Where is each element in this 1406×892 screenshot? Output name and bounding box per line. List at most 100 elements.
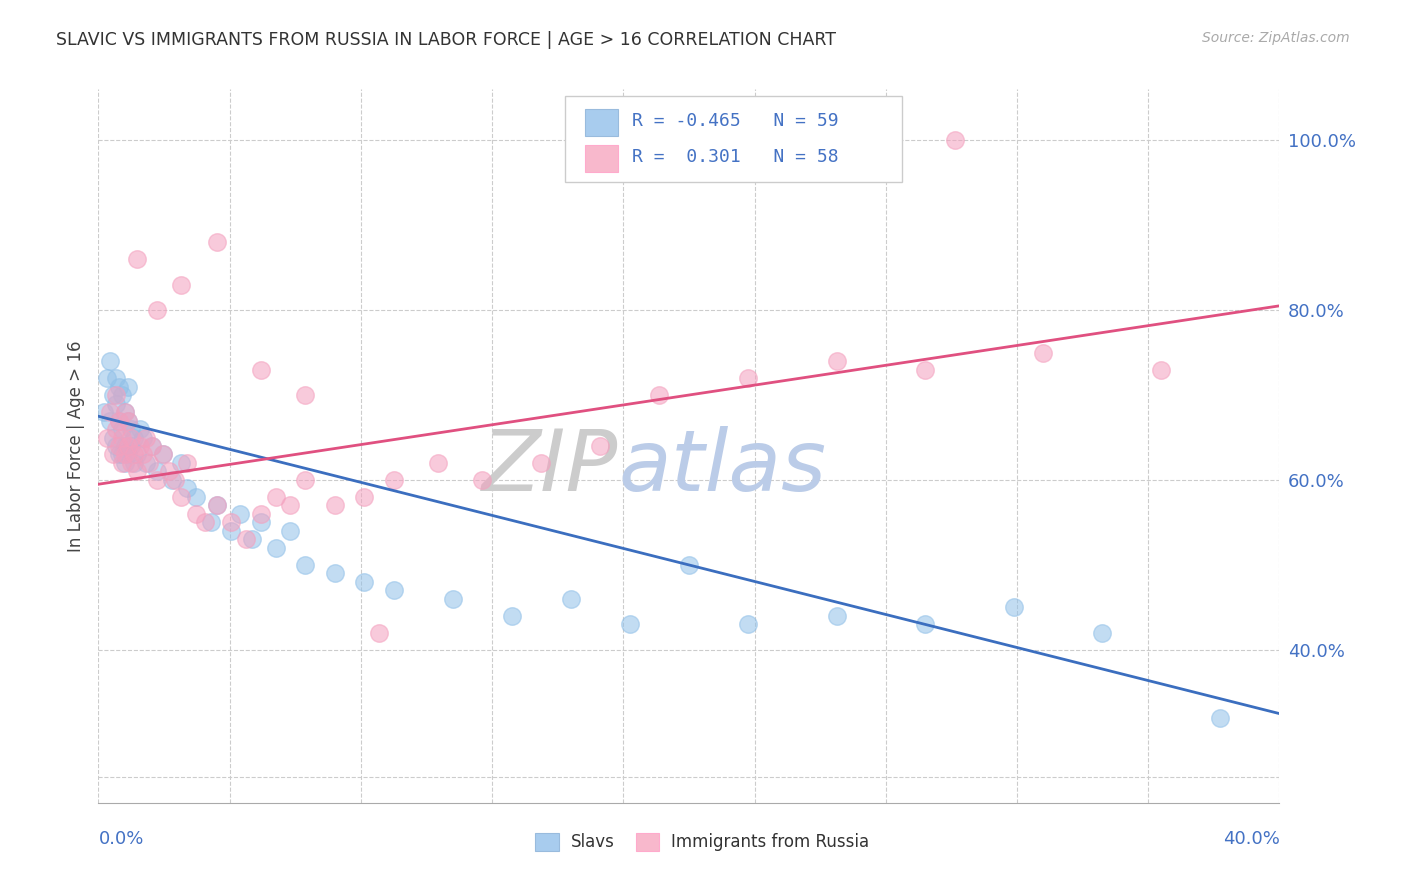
Point (152, 448, 174, 462)
Point (250, 516, 273, 530)
Point (1209, 711, 1232, 725)
Point (93, 405, 115, 419)
Point (128, 422, 150, 436)
FancyBboxPatch shape (536, 833, 560, 851)
Point (264, 541, 287, 555)
Point (176, 456, 198, 470)
Point (264, 490, 287, 504)
Point (1002, 600, 1025, 615)
Point (108, 413, 131, 427)
Point (114, 448, 136, 462)
Point (157, 465, 180, 479)
Point (194, 516, 217, 530)
Text: R = -0.465   N = 59: R = -0.465 N = 59 (633, 112, 839, 130)
Point (278, 524, 302, 538)
Point (117, 448, 139, 462)
Point (98, 413, 121, 427)
Point (141, 439, 163, 453)
FancyBboxPatch shape (636, 833, 659, 851)
Point (943, 133, 966, 147)
Point (135, 456, 157, 470)
Point (219, 516, 242, 530)
Point (1150, 362, 1173, 376)
Point (530, 456, 553, 470)
Point (146, 473, 169, 487)
Point (114, 439, 136, 453)
Point (146, 303, 169, 318)
Point (108, 439, 131, 453)
Point (111, 388, 134, 402)
Point (427, 456, 450, 470)
Point (235, 533, 257, 547)
Point (138, 456, 160, 470)
Point (114, 405, 136, 419)
Point (98, 354, 121, 368)
Point (162, 473, 183, 487)
Point (120, 422, 142, 436)
Point (560, 591, 582, 606)
Point (382, 473, 405, 487)
Point (132, 448, 155, 462)
Point (678, 558, 700, 572)
Point (103, 430, 125, 444)
Point (294, 388, 316, 402)
Point (111, 430, 134, 444)
Point (737, 617, 759, 632)
Point (1032, 345, 1054, 359)
Point (114, 456, 136, 470)
Text: R =  0.301   N = 58: R = 0.301 N = 58 (633, 148, 839, 166)
Point (135, 430, 157, 444)
Point (120, 430, 142, 444)
Point (108, 379, 131, 393)
Y-axis label: In Labor Force | Age > 16: In Labor Force | Age > 16 (66, 340, 84, 552)
Point (205, 235, 228, 249)
Point (382, 583, 405, 598)
Point (122, 430, 145, 444)
Point (471, 473, 494, 487)
Text: Slavs: Slavs (571, 833, 614, 851)
Point (146, 465, 169, 479)
Text: Source: ZipAtlas.com: Source: ZipAtlas.com (1202, 31, 1350, 45)
Point (229, 507, 252, 521)
Point (184, 507, 207, 521)
Point (117, 379, 139, 393)
FancyBboxPatch shape (565, 96, 901, 182)
Point (105, 439, 128, 453)
Point (648, 388, 671, 402)
Point (117, 439, 139, 453)
Point (128, 439, 150, 453)
Point (914, 617, 936, 632)
Point (125, 465, 148, 479)
Point (294, 473, 316, 487)
Point (170, 490, 193, 504)
FancyBboxPatch shape (585, 109, 619, 136)
Point (323, 499, 346, 513)
Point (353, 574, 375, 589)
Point (111, 422, 134, 436)
Point (125, 448, 148, 462)
Point (111, 448, 134, 462)
Point (165, 473, 187, 487)
Point (200, 516, 222, 530)
Point (914, 362, 936, 376)
Point (152, 448, 174, 462)
Point (323, 566, 346, 581)
Point (619, 617, 641, 632)
Point (184, 490, 207, 504)
Point (108, 413, 131, 427)
Point (589, 439, 612, 453)
Point (108, 448, 131, 462)
Point (205, 499, 228, 513)
Point (103, 388, 125, 402)
Point (737, 371, 759, 385)
FancyBboxPatch shape (585, 145, 619, 172)
Point (170, 456, 193, 470)
Point (96, 371, 118, 385)
Point (1091, 626, 1114, 640)
Point (141, 439, 163, 453)
Point (501, 608, 523, 623)
Point (294, 558, 316, 572)
Point (105, 422, 128, 436)
Point (122, 456, 145, 470)
Point (278, 499, 302, 513)
